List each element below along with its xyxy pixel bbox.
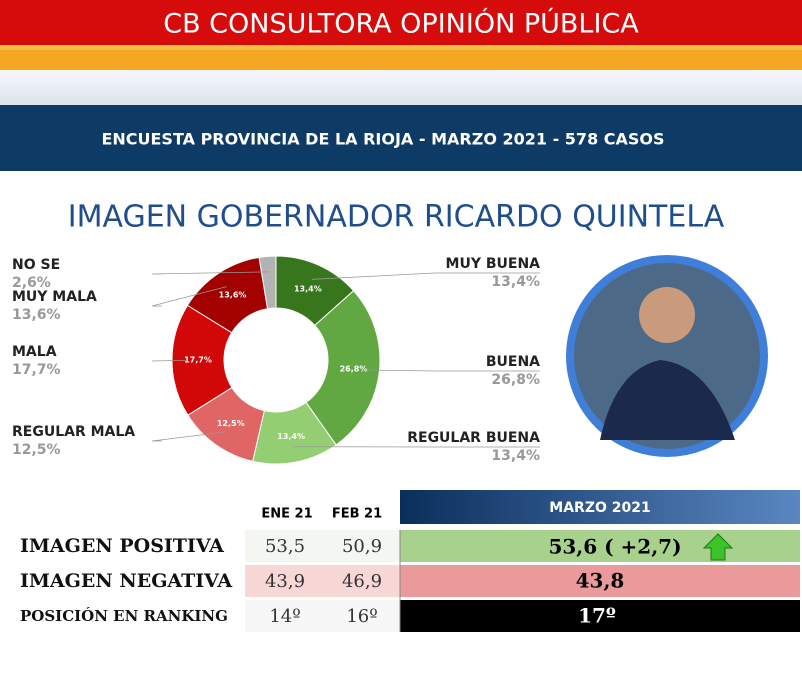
- inner-label: 12,5%: [217, 419, 245, 428]
- cell: 53,6 ( +2,7): [548, 535, 681, 559]
- leader-line: [364, 370, 540, 371]
- inner-label: 26,8%: [340, 364, 368, 373]
- chart-title: IMAGEN GOBERNADOR RICARDO QUINTELA: [68, 200, 725, 235]
- row-label: IMAGEN NEGATIVA: [20, 570, 232, 592]
- category-label: BUENA: [486, 354, 540, 370]
- category-label: MALA: [12, 344, 57, 360]
- value-label: 17,7%: [12, 362, 61, 378]
- category-label: REGULAR MALA: [12, 424, 135, 440]
- photo-face: [639, 287, 695, 343]
- inner-label: 13,6%: [219, 291, 247, 300]
- value-label: 12,5%: [12, 442, 61, 458]
- band: [0, 70, 802, 105]
- row-label: IMAGEN POSITIVA: [20, 535, 224, 557]
- category-label: MUY BUENA: [446, 256, 541, 272]
- inner-label: 13,4%: [294, 284, 322, 293]
- subtitle: ENCUESTA PROVINCIA DE LA RIOJA - MARZO 2…: [101, 130, 664, 149]
- value-label: 26,8%: [491, 372, 540, 388]
- value-label: 2,6%: [12, 275, 51, 291]
- category-label: MUY MALA: [12, 289, 97, 305]
- cell: 50,9: [342, 536, 382, 557]
- category-label: NO SE: [12, 257, 60, 273]
- cell: 43,8: [576, 569, 625, 593]
- value-label: 13,6%: [12, 307, 61, 323]
- cell: 46,9: [342, 571, 382, 592]
- inner-label: 17,7%: [184, 356, 212, 365]
- value-label: 13,4%: [491, 274, 540, 290]
- column-header: MARZO 2021: [549, 500, 650, 516]
- cell: 53,5: [265, 536, 305, 557]
- stripe: [0, 45, 802, 50]
- category-label: REGULAR BUENA: [407, 430, 540, 446]
- cell: 17º: [578, 604, 616, 628]
- cell: 16º: [346, 606, 377, 627]
- column-header: FEB 21: [332, 507, 382, 522]
- cell: 43,9: [265, 571, 305, 592]
- row-label: POSICIÓN EN RANKING: [20, 607, 228, 625]
- cell: 14º: [269, 606, 300, 627]
- column-header: ENE 21: [261, 507, 312, 522]
- donut: 13,4% MUY BUENA 13,4% 26,8% BUENA 26,8% 13,4% R…: [12, 256, 540, 464]
- inner-label: 13,4%: [277, 432, 305, 441]
- value-label: 13,4%: [491, 448, 540, 464]
- header-title: CB CONSULTORA OPINIÓN PÚBLICA: [163, 8, 639, 40]
